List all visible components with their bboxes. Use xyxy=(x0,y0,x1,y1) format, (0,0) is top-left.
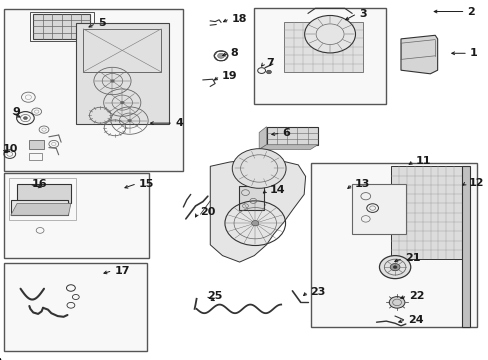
Text: 25: 25 xyxy=(207,291,222,301)
Bar xyxy=(4,173,149,258)
Text: 4: 4 xyxy=(175,118,183,128)
Circle shape xyxy=(232,149,285,188)
Bar xyxy=(266,127,317,145)
Bar xyxy=(29,140,44,149)
Circle shape xyxy=(388,297,404,308)
Text: 8: 8 xyxy=(230,48,238,58)
Text: 5: 5 xyxy=(98,18,105,28)
Polygon shape xyxy=(400,35,437,74)
Circle shape xyxy=(304,15,355,53)
Bar xyxy=(9,178,76,220)
Text: 7: 7 xyxy=(265,58,273,68)
Bar xyxy=(4,9,183,171)
Bar xyxy=(351,184,405,234)
Bar xyxy=(83,29,161,72)
Bar xyxy=(33,14,90,39)
Circle shape xyxy=(389,264,399,271)
Circle shape xyxy=(379,256,410,279)
Text: 6: 6 xyxy=(282,128,290,138)
Bar xyxy=(461,166,469,327)
Text: 24: 24 xyxy=(407,315,423,325)
Text: 20: 20 xyxy=(200,207,215,217)
Text: 17: 17 xyxy=(114,266,130,276)
Polygon shape xyxy=(11,203,71,215)
Circle shape xyxy=(120,101,124,104)
Bar xyxy=(355,188,401,231)
Text: 16: 16 xyxy=(31,179,47,189)
Circle shape xyxy=(251,221,258,226)
Bar xyxy=(29,153,41,160)
Bar xyxy=(11,200,68,215)
Text: 18: 18 xyxy=(231,14,247,24)
Text: 11: 11 xyxy=(415,156,431,166)
Circle shape xyxy=(217,53,224,58)
Circle shape xyxy=(392,266,396,269)
Text: 15: 15 xyxy=(139,179,154,189)
Circle shape xyxy=(23,117,27,120)
FancyArrow shape xyxy=(0,359,1,360)
Text: 14: 14 xyxy=(269,185,285,195)
Bar xyxy=(30,12,94,41)
Bar xyxy=(238,186,264,210)
Bar xyxy=(310,163,476,327)
Text: 19: 19 xyxy=(222,71,237,81)
Polygon shape xyxy=(259,145,317,149)
Circle shape xyxy=(110,80,114,82)
Text: 2: 2 xyxy=(467,6,474,17)
Bar xyxy=(254,8,386,104)
Circle shape xyxy=(127,119,131,122)
Text: 10: 10 xyxy=(3,144,18,154)
Text: 13: 13 xyxy=(354,179,369,189)
Text: 12: 12 xyxy=(468,178,483,188)
Text: 23: 23 xyxy=(309,287,325,297)
Text: 21: 21 xyxy=(404,253,420,264)
Bar xyxy=(17,184,71,203)
Bar xyxy=(390,166,461,259)
Text: 22: 22 xyxy=(408,291,424,301)
Polygon shape xyxy=(210,159,305,262)
Text: 9: 9 xyxy=(13,107,20,117)
Bar xyxy=(283,22,362,72)
Bar xyxy=(4,263,146,351)
Bar xyxy=(76,23,168,124)
Polygon shape xyxy=(259,127,266,149)
Circle shape xyxy=(266,70,271,74)
Text: 3: 3 xyxy=(358,9,366,19)
Text: 1: 1 xyxy=(469,48,477,58)
